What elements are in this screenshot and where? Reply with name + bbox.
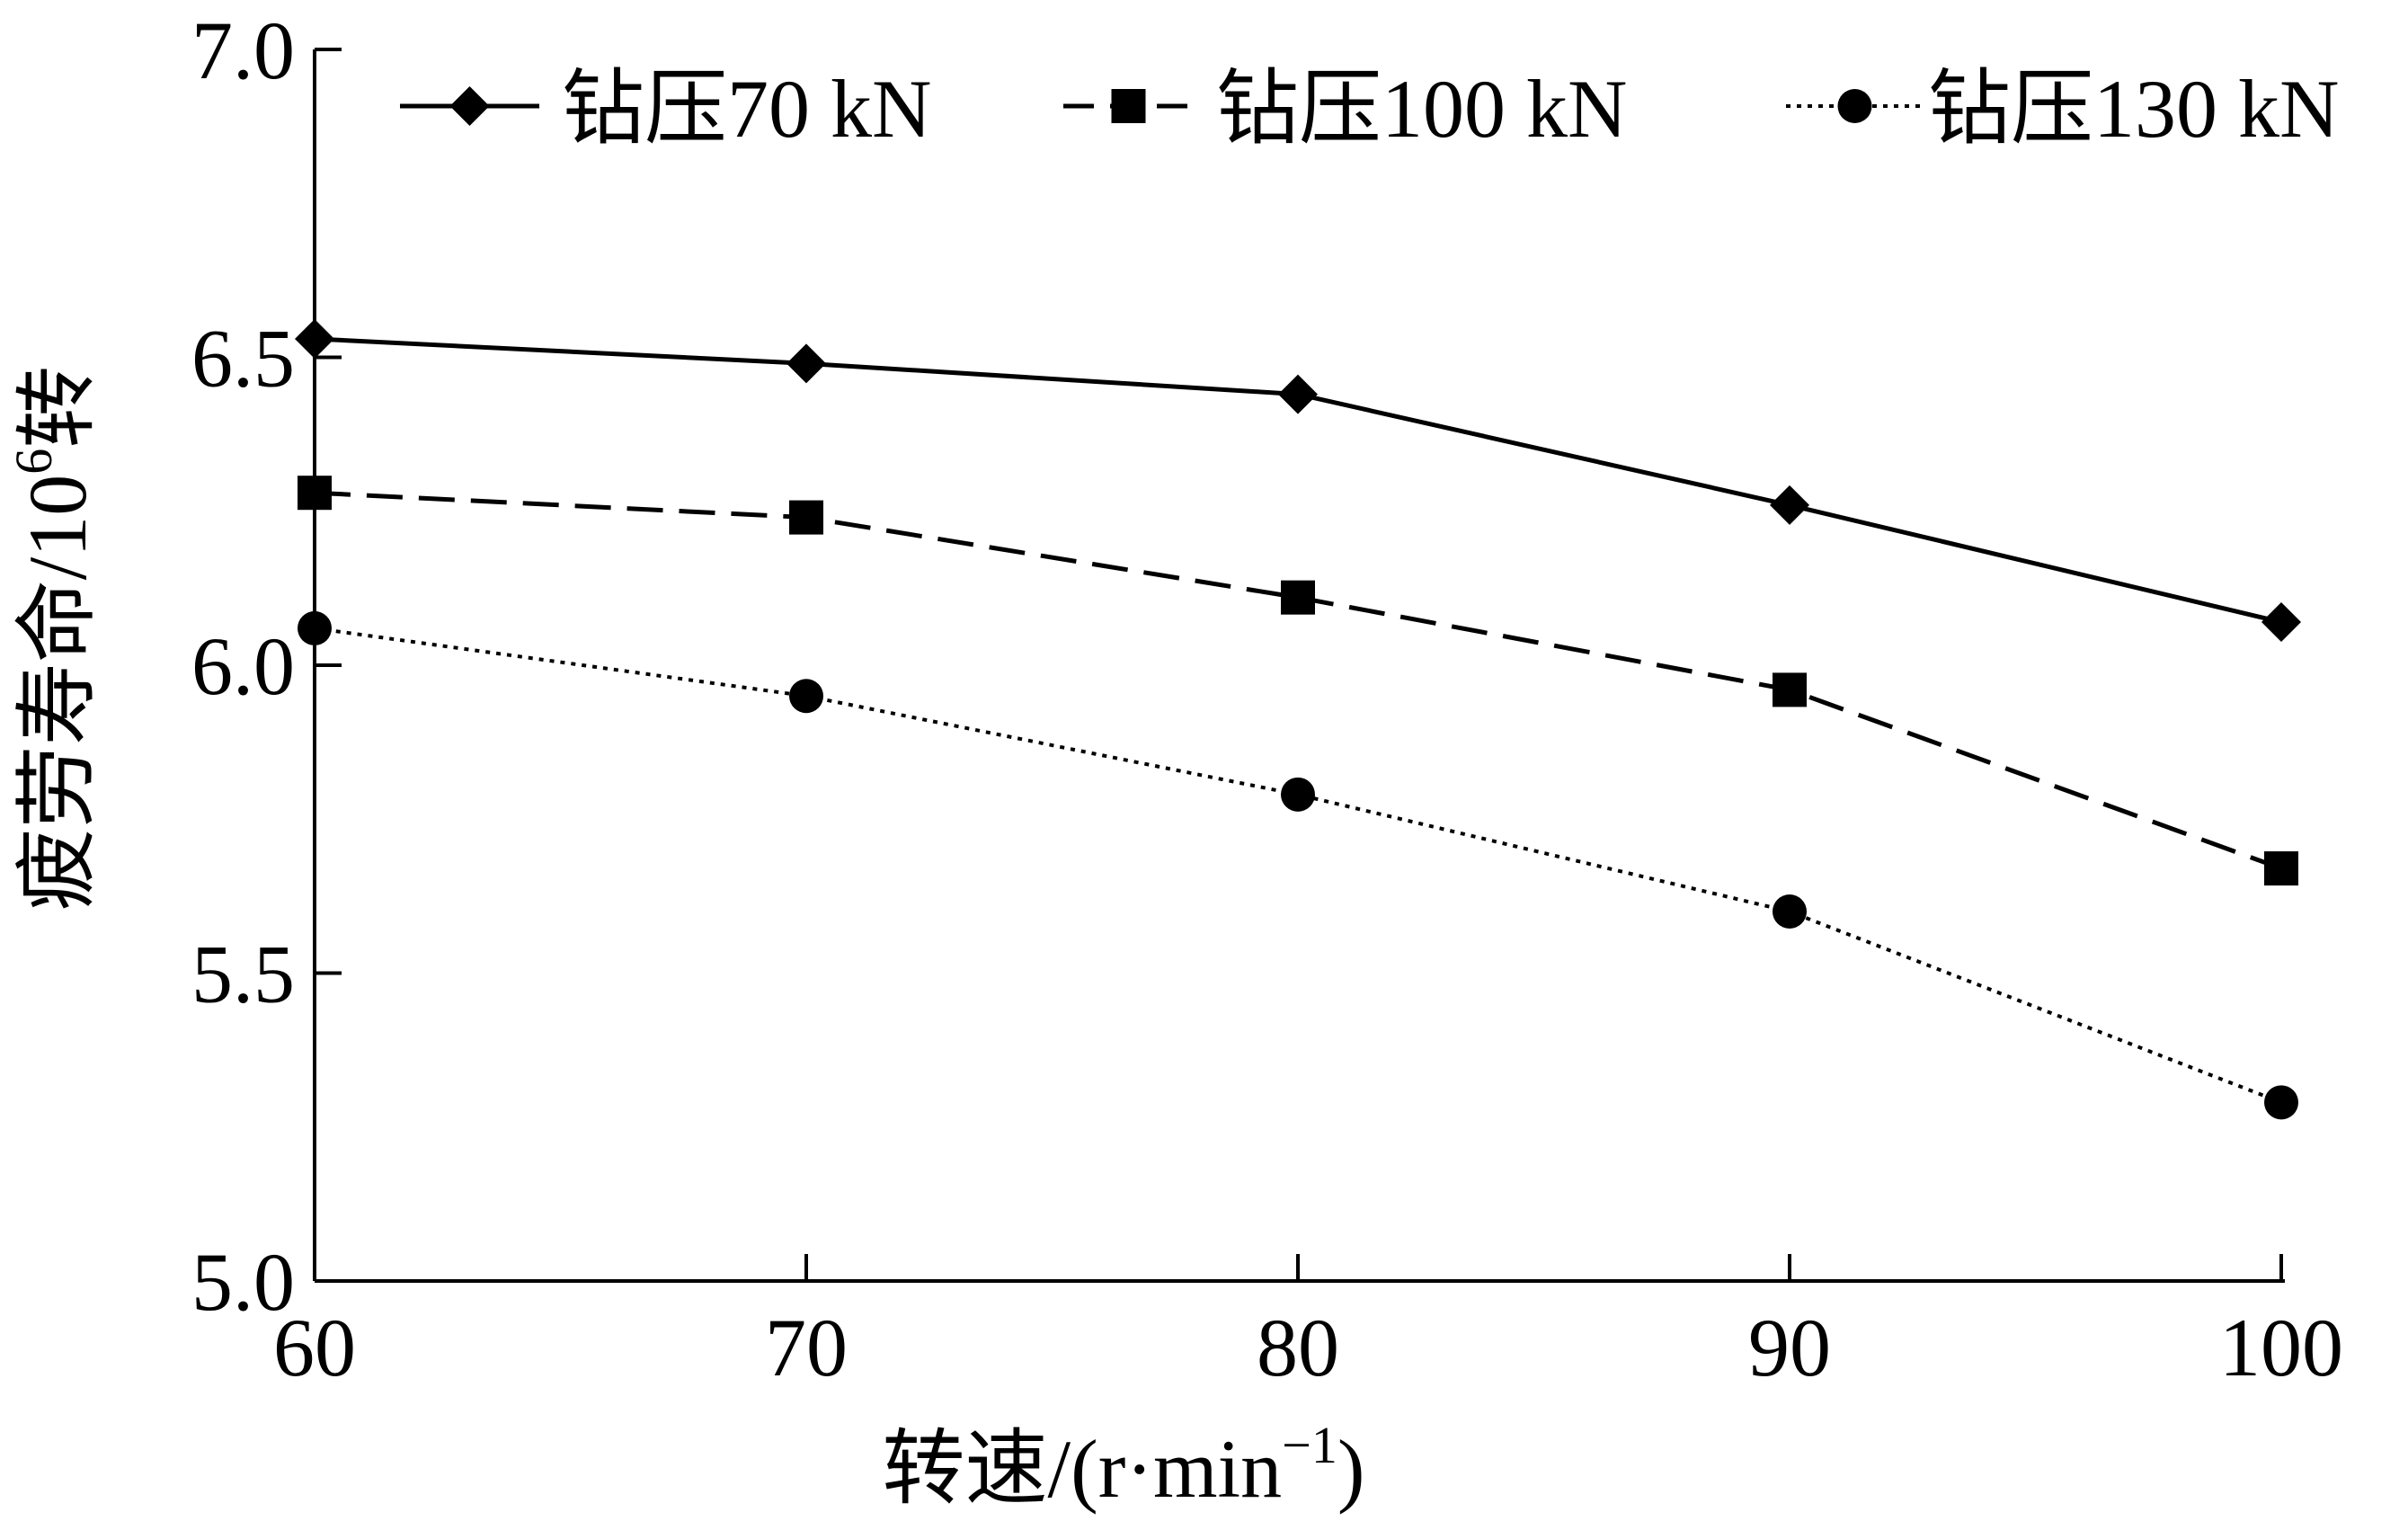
legend: 钻压70 kN 钻压100 kN 钻压130 kN	[400, 63, 2339, 155]
series-0-point-0	[295, 318, 334, 359]
series-layer	[295, 318, 2301, 1120]
legend-item-1: 钻压100 kN	[1063, 63, 1627, 155]
series-0-point-1	[786, 343, 826, 384]
series-2-point-0	[298, 610, 332, 645]
series-1-line	[314, 490, 2282, 871]
legend-item-2: 钻压130 kN	[1786, 63, 2339, 155]
series-1-point-2	[1281, 580, 1315, 615]
series-2-point-3	[1773, 894, 1807, 929]
series-1	[298, 476, 2298, 886]
y-tick-label-4: 7.0	[191, 4, 295, 96]
series-1-point-0	[298, 476, 332, 511]
y-tick-label-0: 5.0	[191, 1236, 295, 1328]
ticks: 5.0 5.5 6.0 6.5 7.0 60 70 80 90 100	[191, 4, 2343, 1393]
series-1-point-1	[789, 500, 823, 535]
legend-marker-2	[1837, 89, 1872, 123]
legend-marker-1	[1111, 89, 1146, 123]
x-axis-label-superscript: −1	[1282, 1416, 1337, 1474]
y-axis-label-superscript: 6	[4, 449, 63, 475]
x-axis-label: 转速/(r·min−1)	[883, 1416, 1365, 1515]
x-tick-label-1: 70	[765, 1302, 848, 1393]
x-axis-label-main: 转速/(r·min	[883, 1423, 1283, 1515]
series-0	[295, 318, 2301, 643]
y-tick-label-3: 6.5	[191, 313, 295, 405]
series-0-point-4	[2261, 602, 2301, 643]
x-axis-label-end: )	[1337, 1423, 1365, 1515]
legend-marker-0	[449, 86, 490, 126]
series-0-point-3	[1770, 485, 1809, 525]
legend-label-0: 钻压70 kN	[562, 63, 931, 155]
x-tick-label-0: 60	[273, 1302, 356, 1393]
legend-label-2: 钻压130 kN	[1928, 63, 2339, 155]
y-axis-label-end: 转	[12, 366, 103, 449]
y-axis-label: 疲劳寿命/106转	[4, 366, 103, 912]
x-tick-label-3: 90	[1748, 1302, 1831, 1393]
x-tick-label-4: 100	[2219, 1302, 2343, 1393]
series-1-point-4	[2264, 851, 2298, 886]
series-2-point-2	[1281, 777, 1315, 812]
y-axis-label-main: 疲劳寿命/10	[12, 475, 103, 912]
series-1-point-3	[1773, 672, 1807, 707]
y-tick-label-2: 6.0	[191, 620, 295, 712]
y-tick-label-1: 5.5	[191, 929, 295, 1020]
axes	[313, 49, 2285, 1283]
series-2-point-1	[789, 679, 823, 714]
series-2-point-4	[2264, 1085, 2298, 1120]
x-tick-label-2: 80	[1257, 1302, 1339, 1393]
series-0-point-2	[1278, 374, 1318, 414]
series-2	[298, 610, 2298, 1120]
series-2-line	[314, 626, 2282, 1105]
legend-label-1: 钻压100 kN	[1216, 63, 1627, 155]
legend-item-0: 钻压70 kN	[400, 63, 931, 155]
